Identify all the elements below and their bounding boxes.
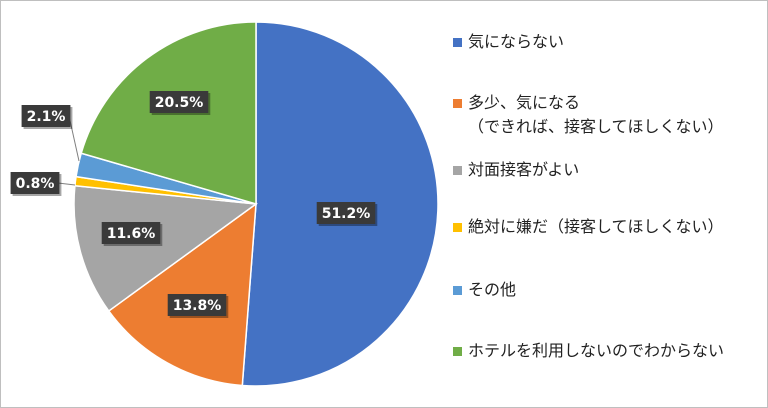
- data-label-text-0: 51.2%: [322, 206, 371, 222]
- data-label-box-0: [316, 202, 376, 224]
- data-label-2: 11.6%: [101, 222, 163, 246]
- legend-item-1: 多少、気になる （できれば、接客してほしくない）: [453, 91, 724, 139]
- data-label-box-4: [21, 105, 71, 127]
- legend-label-2: 対面接客がよい: [468, 160, 580, 179]
- legend-item-2: 対面接客がよい: [453, 158, 579, 182]
- data-label-0: 51.2%: [316, 202, 378, 226]
- legend-swatch-5: [453, 347, 462, 356]
- data-label-text-5: 20.5%: [155, 95, 204, 111]
- pie-slice-2: [73, 184, 259, 313]
- data-label-4: 2.1%: [21, 105, 73, 129]
- data-label-5: 20.5%: [149, 91, 211, 115]
- data-label-text-4: 2.1%: [27, 109, 66, 125]
- legend-label-5: ホテルを利用しないのでわからない: [468, 341, 725, 360]
- legend-swatch-4: [453, 286, 462, 295]
- legend-item-3: 絶対に嫌だ（接客してほしくない）: [453, 215, 724, 239]
- legend-swatch-2: [453, 166, 462, 175]
- data-label-text-3: 0.8%: [16, 176, 55, 192]
- data-label-3: 0.8%: [10, 172, 62, 196]
- data-label-text-1: 13.8%: [173, 298, 222, 314]
- legend-swatch-1: [453, 99, 462, 108]
- legend-label-0: 気にならない: [468, 32, 565, 51]
- data-label-box-1: [167, 294, 227, 316]
- legend-item-4: その他: [453, 278, 516, 302]
- data-label-box-5: [149, 91, 209, 113]
- leader-line-4: [68, 115, 80, 162]
- legend-swatch-3: [453, 223, 462, 232]
- data-label-text-2: 11.6%: [107, 226, 156, 242]
- legend-item-0: 気にならない: [453, 30, 564, 54]
- data-label-box-2: [101, 222, 161, 244]
- leader-line-3: [57, 182, 76, 186]
- data-label-box-3: [10, 172, 60, 194]
- legend-item-5: ホテルを利用しないのでわからない: [453, 339, 724, 363]
- data-label-1: 13.8%: [167, 294, 229, 318]
- legend-label-3: 絶対に嫌だ（接客してほしくない）: [468, 217, 724, 236]
- legend-swatch-0: [453, 38, 462, 47]
- legend-label-1: 多少、気になる （できれば、接客してほしくない）: [468, 93, 724, 136]
- legend-label-4: その他: [468, 280, 517, 299]
